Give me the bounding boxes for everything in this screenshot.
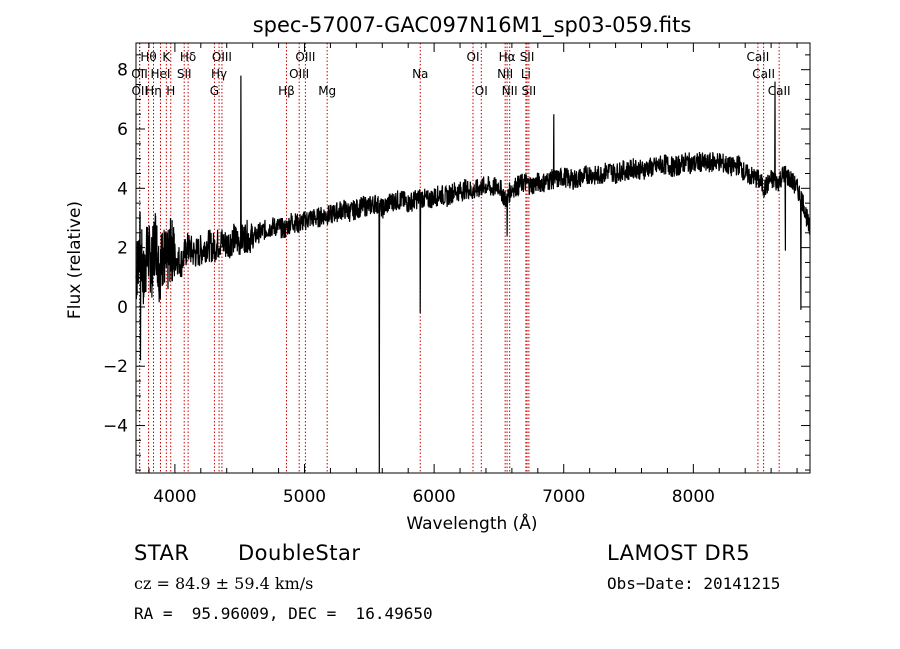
marker-label: Li (521, 67, 531, 81)
marker-label: OI (475, 84, 488, 98)
object-subclass: DoubleStar (238, 541, 361, 565)
redshift-cz: cz = 84.9 ± 59.4 km/s (134, 574, 314, 593)
y-tick-label: 4 (117, 179, 128, 199)
marker-label: Hβ (278, 84, 295, 98)
marker-label: NII (497, 67, 513, 81)
object-class: STAR (134, 541, 190, 565)
marker-label: K (162, 50, 171, 64)
marker-label: OIII (295, 50, 315, 64)
spectrum-line (135, 75, 811, 474)
marker-label: SII (520, 50, 535, 64)
y-tick-label: 0 (117, 298, 128, 318)
observation-date: Obs−Date: 20141215 (607, 574, 781, 593)
plot-border (135, 42, 811, 474)
marker-label: HeI (151, 67, 171, 81)
y-tick-label: 6 (117, 120, 128, 140)
y-axis-label: Flux (relative) (65, 201, 85, 319)
marker-label: H (166, 84, 175, 98)
y-tick-label: −2 (103, 357, 128, 377)
marker-label: Na (412, 67, 428, 81)
axis-ticks: 4000 5000 6000 7000 8000 −4 −2 0 2 4 6 8 (103, 43, 810, 507)
marker-label: Mg (318, 84, 336, 98)
marker-label: Hθ (140, 50, 156, 64)
x-tick-label: 5000 (283, 487, 326, 507)
marker-label: SII (177, 67, 192, 81)
x-tick-label: 7000 (542, 487, 585, 507)
y-tick-label: 2 (117, 239, 128, 259)
marker-labels: Hθ K Hδ OIII OIII OI Hα SII CaII OII HeI SII Hγ OIII N… (131, 50, 790, 98)
marker-label: OIII (289, 67, 309, 81)
coordinates: RA = 95.96009, DEC = 16.49650 (134, 604, 433, 623)
marker-label: SII (522, 84, 537, 98)
x-axis-label: Wavelength (Å) (406, 512, 537, 534)
x-tick-label: 6000 (412, 487, 455, 507)
marker-lines (138, 43, 780, 473)
marker-label: Hγ (211, 67, 227, 81)
marker-label: Hα (499, 50, 516, 64)
marker-label: OI (467, 50, 480, 64)
marker-label: NII (502, 84, 518, 98)
marker-label: OIII (212, 50, 232, 64)
marker-label: CaII (746, 50, 769, 64)
survey-name: LAMOST DR5 (607, 541, 751, 565)
marker-label: CaII (768, 84, 791, 98)
y-tick-label: 8 (117, 61, 128, 81)
x-tick-label: 4000 (153, 487, 196, 507)
y-tick-label: −4 (103, 417, 128, 437)
plot-frame (135, 42, 811, 474)
chart-title: spec-57007-GAC097N16M1_sp03-059.fits (253, 13, 692, 38)
marker-label: G (210, 84, 219, 98)
spectrum-series (135, 75, 811, 474)
marker-label: OII (131, 84, 148, 98)
marker-label: CaII (752, 67, 775, 81)
marker-label: OII (131, 67, 148, 81)
marker-label: Hδ (180, 50, 196, 64)
marker-label: Hη (145, 84, 162, 98)
x-tick-label: 8000 (672, 487, 715, 507)
